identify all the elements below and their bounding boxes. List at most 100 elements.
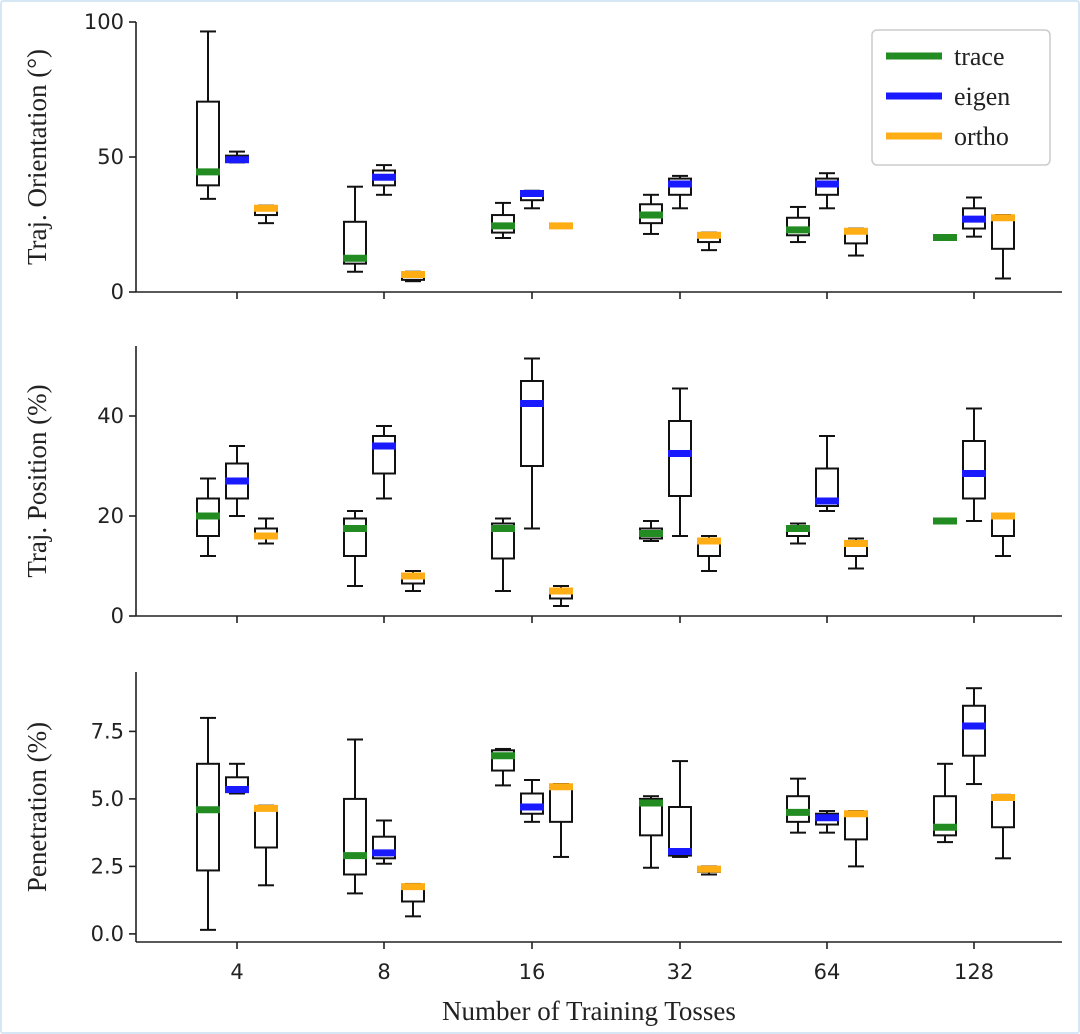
y-tick-label: 40 <box>97 404 124 428</box>
y-axis-title: Traj. Orientation (°) <box>22 49 52 265</box>
x-tick-label: 8 <box>377 960 390 984</box>
x-tick-label: 4 <box>230 960 243 984</box>
box-body <box>962 440 986 500</box>
box-eigen-128 <box>962 407 986 522</box>
x-tick-label: 64 <box>814 960 841 984</box>
y-tick-label: 5.0 <box>91 787 124 811</box>
box-trace-4 <box>196 716 220 931</box>
box-eigen-64 <box>815 810 839 834</box>
panels: 0 50 100 Traj. Orientation (°) 0 20 40 Traj. Po… <box>22 10 1062 984</box>
box-ortho-8 <box>401 570 425 592</box>
box-body <box>254 806 278 849</box>
box-trace-16 <box>491 517 515 592</box>
box-body <box>343 797 367 876</box>
y-tick-label: 100 <box>84 10 124 34</box>
box-eigen-32 <box>668 387 692 537</box>
x-tick-label: 16 <box>519 960 546 984</box>
box-eigen-32 <box>668 174 692 210</box>
box-body <box>491 522 515 560</box>
panel-2: 0 20 40 Traj. Position (%) <box>22 346 1062 628</box>
box-ortho-32 <box>697 535 721 572</box>
panel-3: 0.0 2.5 5.0 7.5 Penetration (%) <box>22 672 1062 949</box>
y-tick-label: 20 <box>97 504 124 528</box>
box-eigen-32 <box>668 760 692 858</box>
box-trace-64 <box>786 205 810 244</box>
box-eigen-8 <box>372 164 396 196</box>
y-axis-title: Penetration (%) <box>22 722 52 892</box>
box-ortho-64 <box>844 810 868 868</box>
box-trace-4 <box>196 30 220 200</box>
box-body <box>196 762 220 872</box>
box-eigen-128 <box>962 196 986 238</box>
box-ortho-32 <box>697 865 721 876</box>
box-body <box>639 797 663 837</box>
legend-label-trace: trace <box>954 42 1005 71</box>
box-eigen-64 <box>815 435 839 512</box>
x-axis-title: Number of Training Tosses <box>442 996 736 1026</box>
x-tick-label: 32 <box>667 960 694 984</box>
box-body <box>196 100 220 187</box>
box-eigen-128 <box>962 687 986 786</box>
legend-label-ortho: ortho <box>954 122 1009 151</box>
box-trace-64 <box>786 522 810 545</box>
box-trace-64 <box>786 777 810 834</box>
legend-frame <box>871 29 1051 166</box>
box-body <box>343 220 367 265</box>
box-eigen-16 <box>520 189 544 210</box>
box-body <box>815 467 839 507</box>
box-trace-8 <box>343 738 367 895</box>
legend-label-eigen: eigen <box>954 82 1010 111</box>
box-eigen-4 <box>225 445 249 517</box>
box-eigen-16 <box>520 779 544 823</box>
box-ortho-128 <box>991 793 1015 860</box>
y-axis-title: Traj. Position (%) <box>22 384 52 577</box>
box-trace-128 <box>933 233 957 241</box>
box-trace-8 <box>343 185 367 273</box>
box-trace-16 <box>491 201 515 239</box>
box-trace-32 <box>639 520 663 542</box>
box-eigen-16 <box>520 357 544 530</box>
panel-1: 0 50 100 Traj. Orientation (°) <box>22 10 1062 304</box>
box-ortho-32 <box>697 231 721 252</box>
y-tick-label: 0 <box>111 280 124 304</box>
box-body <box>549 784 573 823</box>
legend: trace eigen ortho <box>871 29 1051 166</box>
box-body <box>991 215 1015 250</box>
y-tick-label: 50 <box>97 145 124 169</box>
box-ortho-8 <box>401 882 425 918</box>
box-trace-32 <box>639 795 663 869</box>
box-body <box>962 704 986 757</box>
box-body <box>372 435 396 475</box>
box-eigen-8 <box>372 425 396 500</box>
box-ortho-4 <box>254 204 278 225</box>
box-trace-32 <box>639 193 663 235</box>
y-tick-label: 2.5 <box>91 854 124 878</box>
box-body <box>668 420 692 497</box>
box-ortho-4 <box>254 517 278 545</box>
box-ortho-8 <box>401 270 425 283</box>
box-eigen-64 <box>815 172 839 210</box>
box-ortho-128 <box>991 214 1015 280</box>
box-trace-4 <box>196 477 220 557</box>
x-tick-label: 128 <box>954 960 994 984</box>
box-ortho-4 <box>254 804 278 887</box>
box-body <box>343 517 367 557</box>
y-tick-label: 0 <box>111 604 124 628</box>
box-trace-128 <box>933 517 957 525</box>
box-ortho-16 <box>549 585 573 607</box>
box-ortho-64 <box>844 227 868 257</box>
box-trace-128 <box>933 762 957 844</box>
box-trace-16 <box>491 747 515 787</box>
box-body <box>668 806 692 857</box>
box-trace-8 <box>343 510 367 587</box>
box-ortho-16 <box>549 783 573 858</box>
box-eigen-8 <box>372 819 396 865</box>
y-tick-label: 7.5 <box>91 719 124 743</box>
box-ortho-128 <box>991 512 1015 557</box>
y-tick-label: 0.0 <box>91 922 124 946</box>
box-ortho-16 <box>549 222 573 230</box>
box-eigen-4 <box>225 762 249 795</box>
box-ortho-64 <box>844 537 868 570</box>
